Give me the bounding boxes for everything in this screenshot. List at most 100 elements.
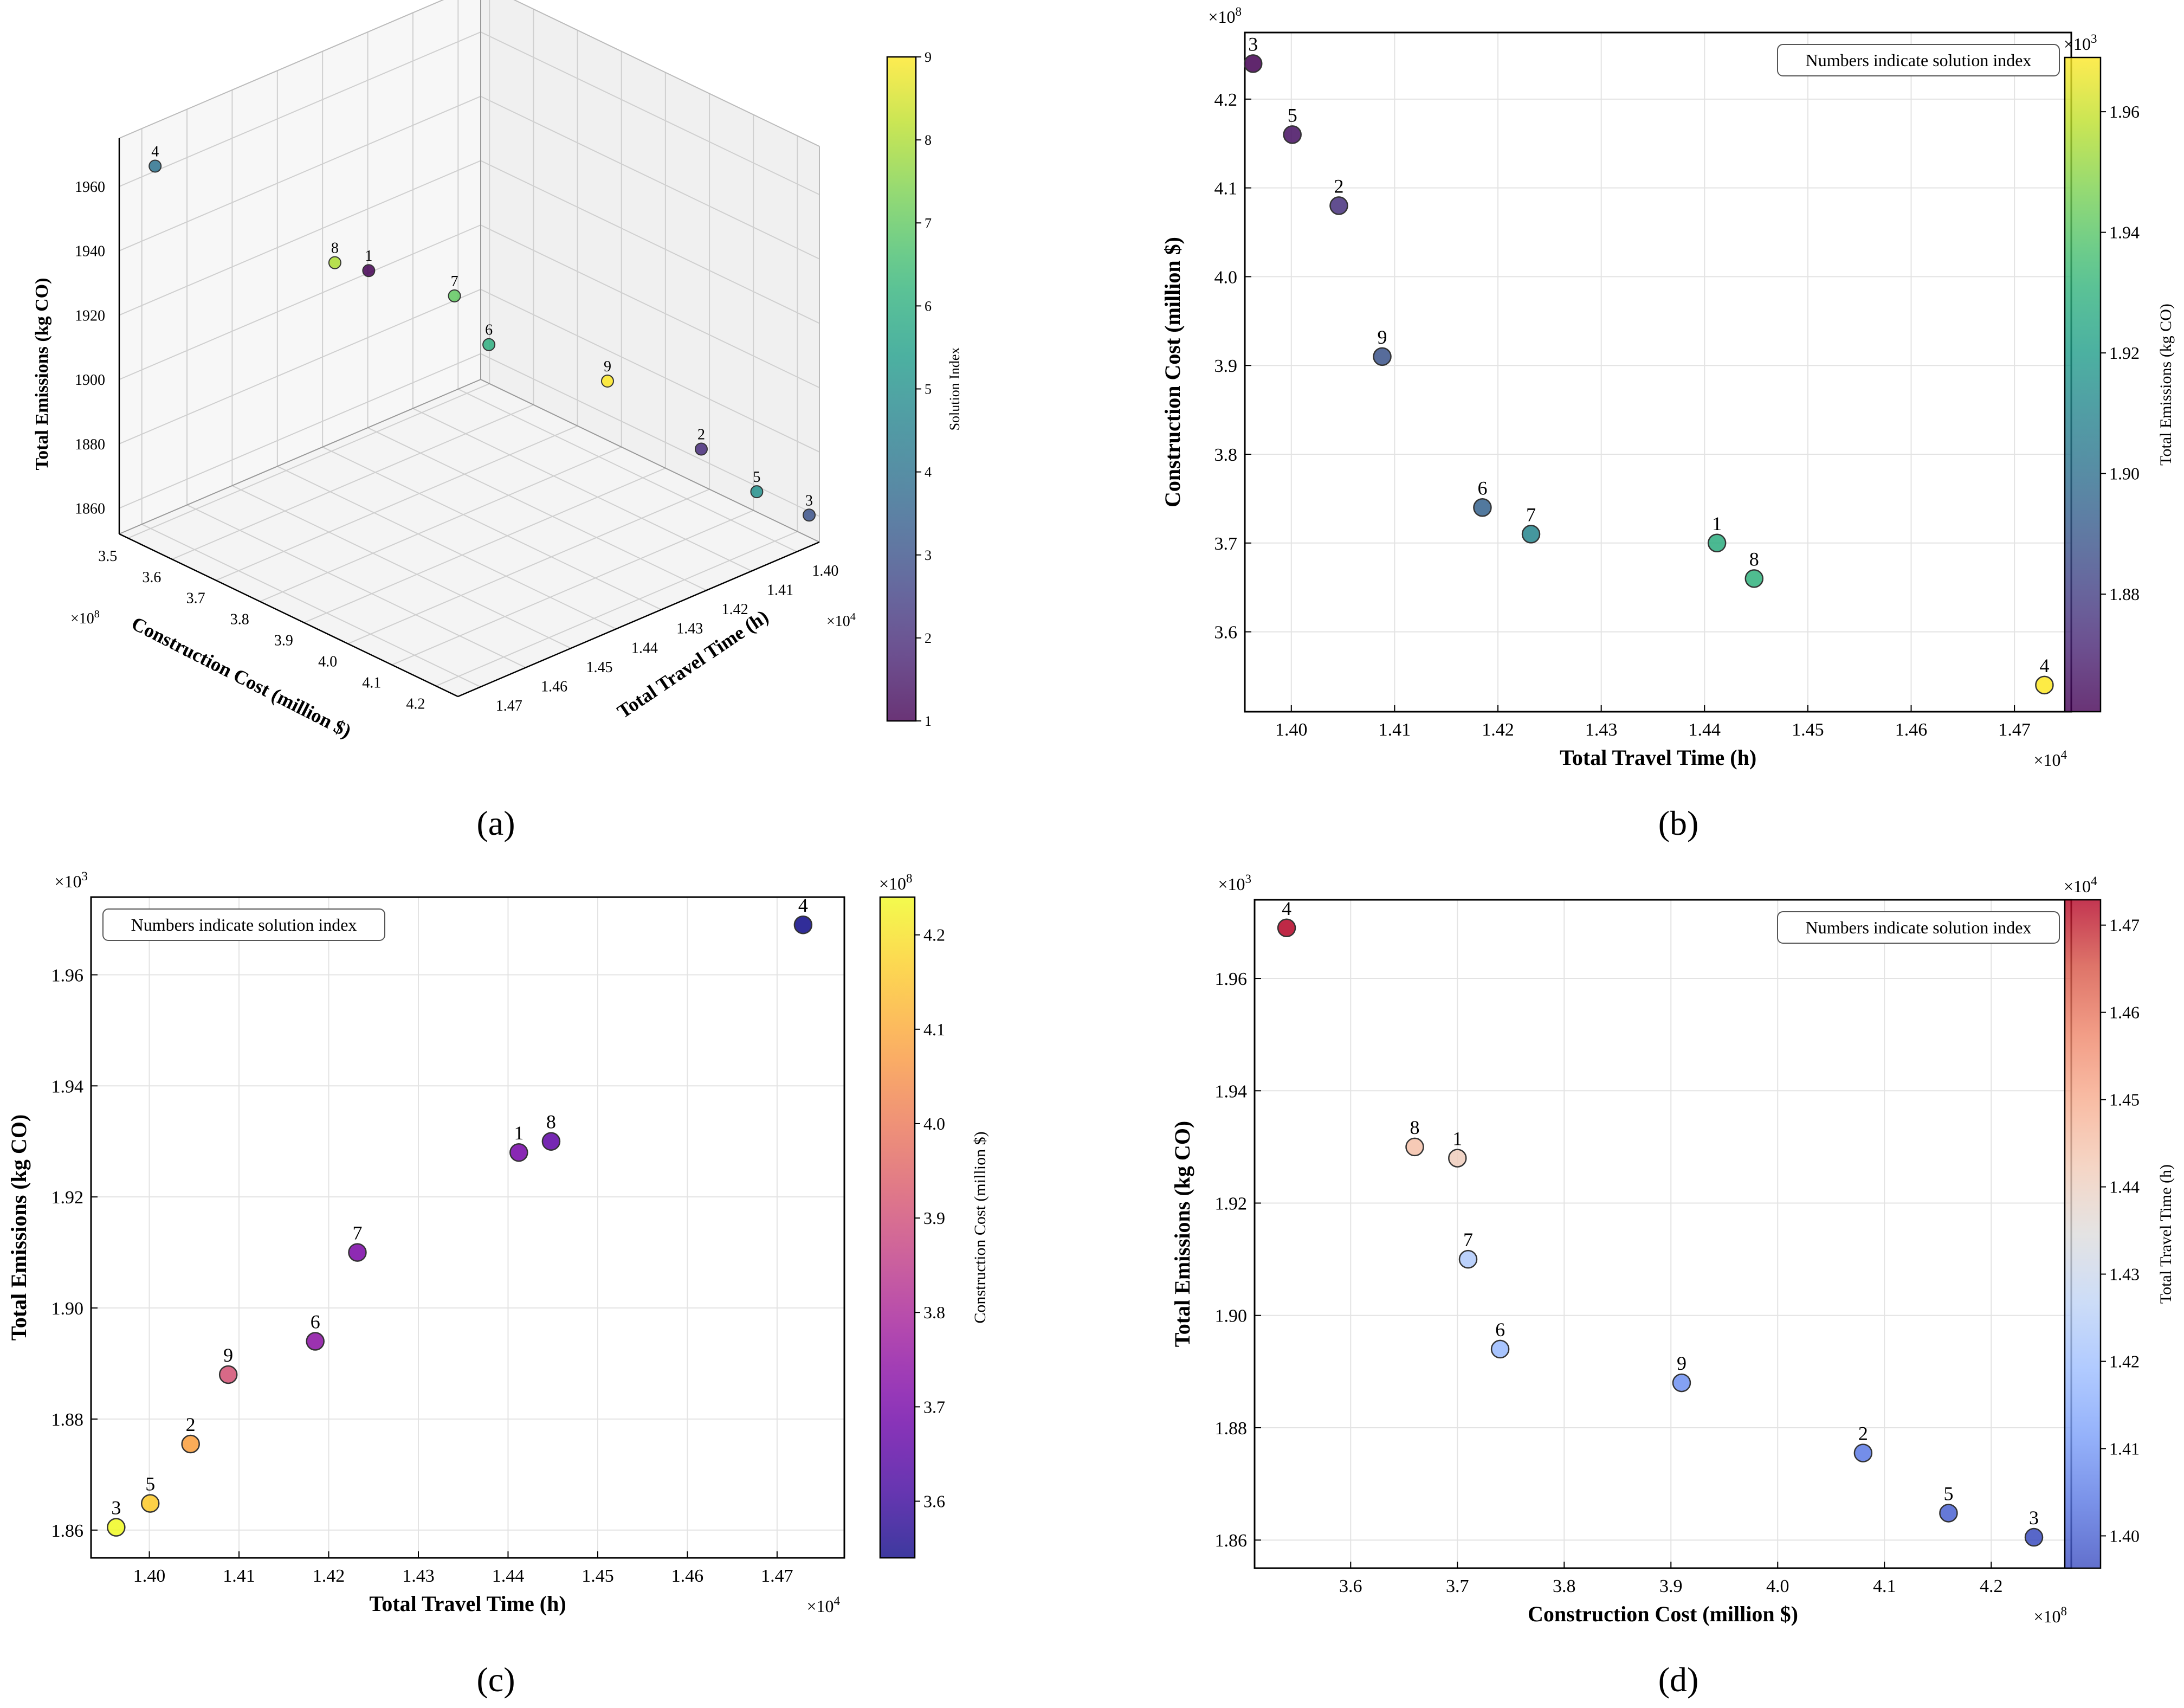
scatter-point bbox=[181, 1434, 200, 1454]
y-tick-label: 1.92 bbox=[51, 1188, 84, 1208]
y-tick-label: 3.9 bbox=[1214, 356, 1238, 376]
point-index-label: 9 bbox=[1378, 326, 1387, 348]
point-index-label: 7 bbox=[1463, 1229, 1473, 1251]
x-tick-label: 1.42 bbox=[313, 1566, 345, 1586]
y-tick-label: 3.6 bbox=[1214, 623, 1238, 643]
colorbar-label: Solution Index bbox=[947, 347, 962, 431]
point-index-label: 6 bbox=[485, 322, 493, 339]
scatter-point-3d bbox=[803, 508, 816, 522]
scatter-point bbox=[541, 1132, 561, 1151]
y-tick-label: 1.90 bbox=[1215, 1306, 1248, 1326]
y-scale-factor: ×108 bbox=[1208, 4, 1242, 27]
back-pane bbox=[481, 0, 819, 542]
point-index-label: 3 bbox=[111, 1497, 121, 1519]
x-tick-label: 1.43 bbox=[1585, 720, 1618, 740]
y-tick-label: 1.86 bbox=[1215, 1531, 1248, 1551]
time-tick-label: 1.41 bbox=[767, 582, 793, 598]
scatter-point bbox=[1283, 125, 1302, 144]
scatter-point bbox=[348, 1243, 367, 1262]
y-tick-label: 1.90 bbox=[51, 1299, 84, 1319]
point-index-label: 6 bbox=[1477, 477, 1487, 499]
time-tick-label: 1.40 bbox=[812, 563, 838, 579]
x-tick-label: 1.46 bbox=[1895, 720, 1928, 740]
legend-box bbox=[1777, 44, 2060, 76]
x-tick-label: 1.43 bbox=[402, 1566, 435, 1586]
x-scale-factor: ×108 bbox=[2033, 1604, 2067, 1626]
scatter-point-3d bbox=[448, 289, 461, 302]
point-index-label: 9 bbox=[223, 1344, 233, 1366]
point-index-label: 2 bbox=[1858, 1423, 1868, 1445]
y-tick-label: 1.88 bbox=[1215, 1419, 1248, 1439]
point-index-label: 4 bbox=[151, 144, 159, 160]
colorbar-tick-label: 1.88 bbox=[2109, 584, 2140, 604]
scatter-point-3d bbox=[750, 485, 764, 499]
emission-tick-label: 1940 bbox=[75, 243, 105, 260]
x-tick-label: 4.1 bbox=[1873, 1576, 1896, 1596]
floor-gridline bbox=[172, 404, 534, 560]
left-gridline bbox=[119, 288, 481, 444]
left-gridline bbox=[119, 353, 481, 509]
scatter-point bbox=[1373, 347, 1392, 366]
colorbar-tick-label: 3.7 bbox=[923, 1397, 945, 1416]
x-scale-factor: ×104 bbox=[806, 1594, 840, 1616]
point-index-label: 2 bbox=[697, 426, 705, 443]
legend-box bbox=[1777, 911, 2060, 944]
colorbar-tick-label: 1.96 bbox=[2109, 102, 2140, 121]
colorbar-scale-factor: ×103 bbox=[2064, 31, 2097, 54]
x-tick-label: 1.41 bbox=[223, 1566, 255, 1586]
x-tick-label: 1.44 bbox=[1689, 720, 1721, 740]
panel-c: 1.40 1.41 1.42 1.43 1.44 1.45 1.46 1.47 1.86 1.88… bbox=[7, 894, 989, 1699]
x-tick-label: 1.42 bbox=[1482, 720, 1514, 740]
colorbar-label: Construction Cost (million $) bbox=[971, 1131, 989, 1323]
floor-gridline bbox=[303, 467, 666, 623]
colorbar-tick-label: 1.43 bbox=[2109, 1265, 2140, 1284]
x-tick-label: 3.6 bbox=[1339, 1576, 1362, 1596]
x-tick-label: 1.41 bbox=[1379, 720, 1411, 740]
point-index-label: 6 bbox=[311, 1311, 320, 1332]
left-gridline bbox=[119, 31, 481, 187]
floor-gridline bbox=[412, 408, 752, 572]
x-tick-label: 1.40 bbox=[1275, 720, 1308, 740]
point-index-label: 8 bbox=[1410, 1117, 1419, 1138]
x-tick-label: 4.0 bbox=[1766, 1576, 1789, 1596]
point-index-label: 5 bbox=[145, 1473, 155, 1495]
point-index-label: 8 bbox=[546, 1111, 556, 1133]
x-tick-label: 1.45 bbox=[1792, 720, 1824, 740]
point-index-label: 7 bbox=[1526, 504, 1536, 525]
colorbar-tick-label: 1.42 bbox=[2109, 1352, 2140, 1371]
point-index-label: 5 bbox=[753, 469, 760, 486]
y-scale-factor: ×103 bbox=[54, 869, 88, 891]
floor-gridline bbox=[322, 446, 662, 610]
scatter-point-3d bbox=[694, 442, 708, 456]
legend-text: Numbers indicate solution index bbox=[1806, 50, 2032, 70]
x-tick-label: 1.47 bbox=[761, 1566, 793, 1586]
back-gridline bbox=[480, 31, 820, 195]
axes-frame bbox=[1244, 31, 2072, 713]
scatter-point bbox=[1473, 498, 1492, 517]
panel-a: 3.5 3.6 3.7 3.8 3.9 4.0 4.1 4.2 1.40 1.41 1.42 1.43… bbox=[32, 0, 962, 842]
y-scale-factor: ×103 bbox=[1218, 872, 1251, 894]
point-index-label: 8 bbox=[331, 240, 339, 257]
y-tick-label: 1.92 bbox=[1215, 1194, 1248, 1214]
colorbar-tick-label: 4.0 bbox=[923, 1114, 945, 1133]
floor-gridline bbox=[367, 427, 707, 591]
back-gridline bbox=[480, 288, 820, 453]
cost-scale-factor: ×108 bbox=[70, 608, 100, 627]
panel-label: (b) bbox=[1658, 804, 1699, 842]
floor-gridline bbox=[186, 504, 526, 668]
colorbar-tick-label: 1.94 bbox=[2109, 223, 2140, 242]
left-pane bbox=[119, 0, 481, 534]
colorbar-tick-label: 4.1 bbox=[923, 1020, 945, 1039]
scatter-point bbox=[1672, 1373, 1691, 1393]
cost-tick-label: 3.7 bbox=[186, 590, 205, 607]
panel-label: (a) bbox=[476, 804, 515, 842]
colorbar-tick-label: 4 bbox=[925, 465, 932, 480]
scatter-point-3d bbox=[362, 264, 376, 278]
point-index-label: 1 bbox=[365, 248, 372, 265]
y-tick-label: 1.86 bbox=[51, 1521, 84, 1541]
scatter-point bbox=[107, 1518, 126, 1537]
y-tick-label: 4.0 bbox=[1214, 267, 1238, 287]
point-index-label: 7 bbox=[352, 1222, 362, 1244]
colorbar-tick-label: 1.92 bbox=[2109, 343, 2140, 363]
